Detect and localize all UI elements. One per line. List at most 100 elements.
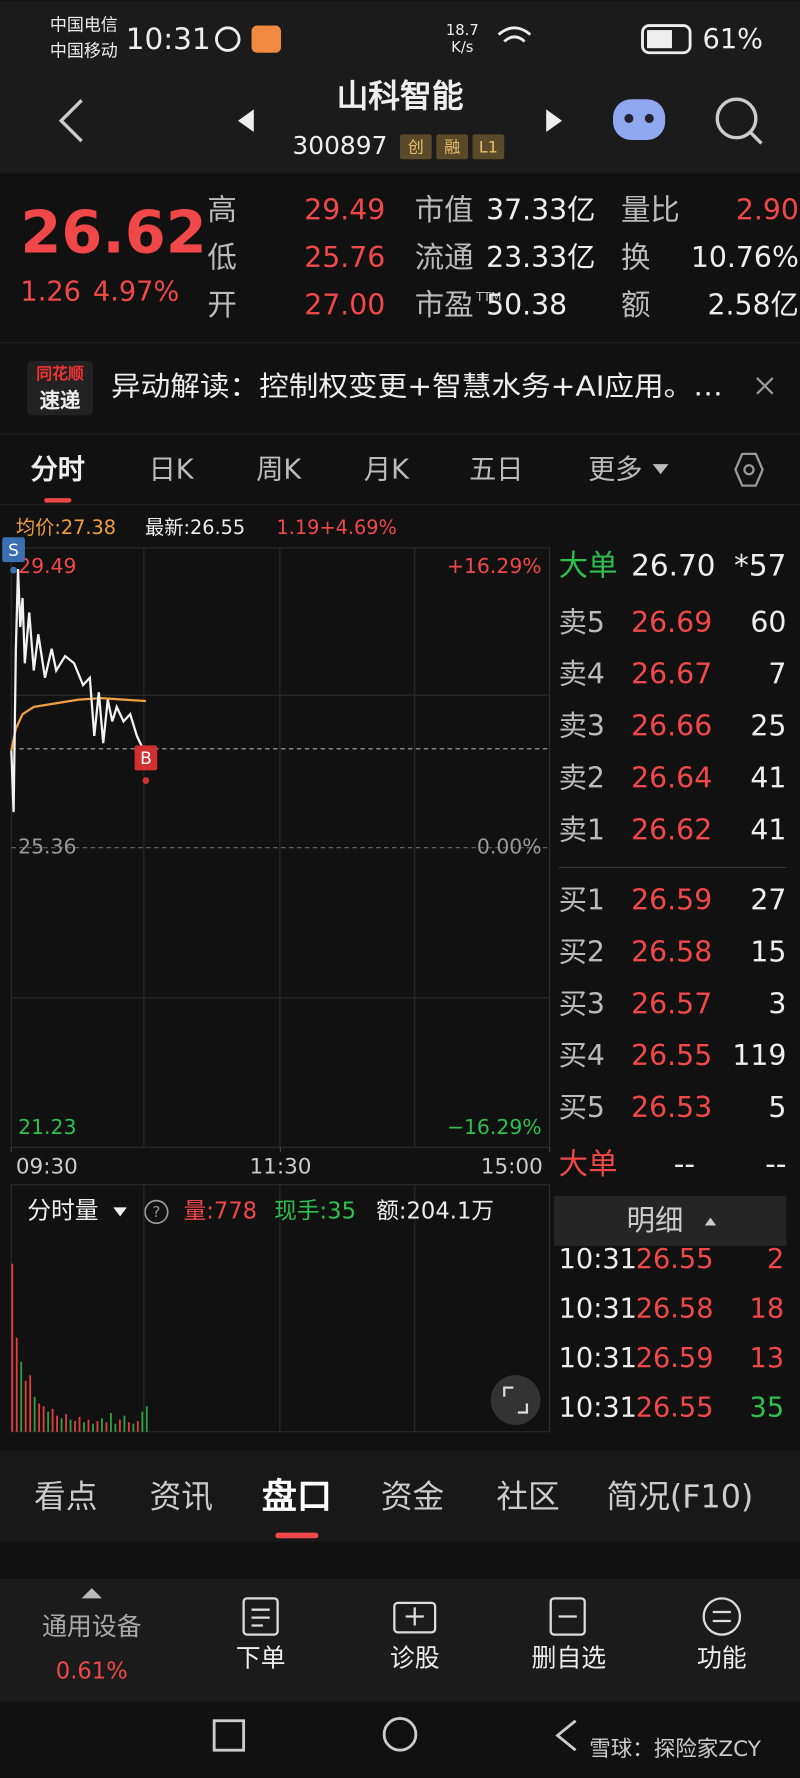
section-tab[interactable]: 简况(F10) bbox=[606, 1480, 753, 1516]
volume-hand: 现手:35 bbox=[274, 1198, 356, 1224]
y-tick-label: 21.23 bbox=[18, 1115, 76, 1139]
last-price: 26.62 bbox=[20, 197, 206, 266]
section-tab[interactable]: 社区 bbox=[496, 1480, 559, 1516]
book-volume: 7 bbox=[768, 658, 786, 691]
book-label: 卖2 bbox=[559, 762, 605, 795]
trade-marker bbox=[134, 745, 158, 771]
trade-time: 10:31 bbox=[559, 1343, 637, 1374]
next-stock[interactable] bbox=[546, 109, 563, 133]
stat-value: 25.76 bbox=[304, 241, 385, 274]
book-price: 26.55 bbox=[631, 1039, 712, 1072]
stat-label: 换 bbox=[621, 240, 650, 274]
back-button[interactable] bbox=[58, 99, 83, 143]
chart-tab[interactable]: 周K bbox=[256, 454, 302, 485]
pct-label: 0.00% bbox=[477, 835, 542, 859]
section-tab[interactable]: 资金 bbox=[381, 1480, 444, 1516]
watermark: 雪球：探险家ZCY bbox=[589, 1737, 761, 1762]
volume-bar bbox=[105, 1422, 108, 1432]
chart-tab[interactable]: 日K bbox=[149, 454, 195, 485]
prev-stock[interactable] bbox=[237, 109, 254, 133]
chart-tab[interactable]: 分时 bbox=[31, 454, 85, 485]
stat-value: 29.49 bbox=[304, 193, 385, 226]
trade-volume: 2 bbox=[767, 1244, 784, 1275]
badge: 创 bbox=[408, 137, 424, 156]
chart-tab[interactable]: 五日 bbox=[469, 454, 523, 485]
book-price: 26.67 bbox=[631, 658, 712, 691]
trade-price: 26.55 bbox=[636, 1244, 714, 1275]
big-order-price: 26.70 bbox=[631, 549, 715, 583]
stat-value: 23.33亿 bbox=[486, 241, 595, 274]
action-bar-bg bbox=[0, 1579, 800, 1702]
book-volume: 5 bbox=[768, 1091, 786, 1124]
fullscreen-button[interactable] bbox=[490, 1375, 541, 1425]
book-volume: 25 bbox=[750, 710, 786, 743]
book-label: 买2 bbox=[559, 935, 605, 968]
trade-marker-label: B bbox=[140, 749, 152, 769]
big-order-label: 大单 bbox=[559, 1147, 618, 1181]
stat-label: 额 bbox=[621, 288, 650, 322]
assistant-button[interactable] bbox=[613, 99, 666, 140]
bottom-tabs-bg bbox=[0, 1451, 800, 1542]
clock: 10:31 bbox=[126, 22, 211, 56]
book-price: 26.59 bbox=[631, 883, 712, 916]
section-tab[interactable]: 看点 bbox=[34, 1480, 97, 1516]
chart-tab[interactable]: 月K bbox=[364, 454, 410, 485]
device-name: 通用设备 bbox=[42, 1612, 142, 1641]
volume-selector[interactable]: 分时量 bbox=[27, 1196, 98, 1224]
settings-button[interactable] bbox=[734, 452, 764, 487]
book-label: 卖5 bbox=[559, 606, 605, 639]
stat-label: 市盈 bbox=[415, 288, 474, 322]
book-label: 买5 bbox=[559, 1091, 605, 1124]
nav-bar-bg bbox=[0, 1701, 800, 1778]
volume-bar bbox=[110, 1412, 112, 1432]
search-button[interactable] bbox=[715, 97, 758, 140]
volume-bar bbox=[65, 1414, 67, 1432]
volume-bar bbox=[38, 1403, 41, 1432]
latest-price: 最新:26.55 bbox=[145, 516, 245, 539]
help-mark: ? bbox=[152, 1204, 160, 1221]
news-text[interactable]: 异动解读：控制权变更+智慧水务+AI应用。… bbox=[111, 372, 723, 403]
stat-value: 2.58亿 bbox=[708, 289, 799, 322]
news-badge-bottom: 速递 bbox=[40, 389, 81, 413]
trade-marker-dot bbox=[142, 777, 150, 784]
section-tab[interactable]: 盘口 bbox=[262, 1477, 332, 1518]
detail-title[interactable]: 明细 bbox=[627, 1204, 684, 1237]
selector-arrow bbox=[113, 1207, 127, 1217]
book-label: 卖3 bbox=[559, 710, 605, 743]
volume-bar bbox=[11, 1263, 14, 1432]
action-button[interactable]: 功能 bbox=[697, 1644, 747, 1673]
news-badge bbox=[27, 360, 93, 416]
close-news[interactable] bbox=[756, 377, 774, 395]
action-button[interactable]: 删自选 bbox=[531, 1644, 606, 1673]
action-button[interactable]: 下单 bbox=[236, 1644, 286, 1673]
volume-bar bbox=[92, 1423, 94, 1432]
volume-bar bbox=[24, 1380, 27, 1432]
help-icon[interactable] bbox=[144, 1199, 169, 1225]
stat-value: 27.00 bbox=[304, 289, 385, 322]
volume-bar bbox=[29, 1375, 32, 1432]
book-volume: 15 bbox=[750, 935, 786, 968]
section-tab[interactable]: 资讯 bbox=[150, 1480, 213, 1516]
big-order-volume: *57 bbox=[734, 549, 786, 583]
volume-bar bbox=[87, 1419, 90, 1432]
system-nav[interactable] bbox=[212, 1717, 577, 1752]
battery: 61% bbox=[703, 24, 763, 55]
volume-bar bbox=[42, 1406, 45, 1432]
action-button[interactable]: 诊股 bbox=[390, 1644, 440, 1673]
expand-icon[interactable] bbox=[81, 1588, 102, 1599]
book-price: 26.66 bbox=[631, 710, 712, 743]
trade-price: 26.58 bbox=[636, 1294, 714, 1325]
trade-marker-label: S bbox=[8, 541, 19, 561]
stat-value: 37.33亿 bbox=[486, 193, 595, 226]
news-badge-top: 同花顺 bbox=[36, 364, 84, 383]
y-tick-label: 25.36 bbox=[18, 835, 76, 859]
book-price: 26.62 bbox=[631, 813, 712, 846]
avg-line bbox=[10, 697, 147, 751]
tab-indicator bbox=[44, 498, 72, 503]
price-line bbox=[10, 568, 148, 813]
badge-bg bbox=[472, 134, 505, 160]
divider bbox=[0, 433, 800, 435]
trade-time: 10:31 bbox=[559, 1294, 637, 1325]
chart-tab[interactable]: 更多 bbox=[588, 454, 642, 485]
